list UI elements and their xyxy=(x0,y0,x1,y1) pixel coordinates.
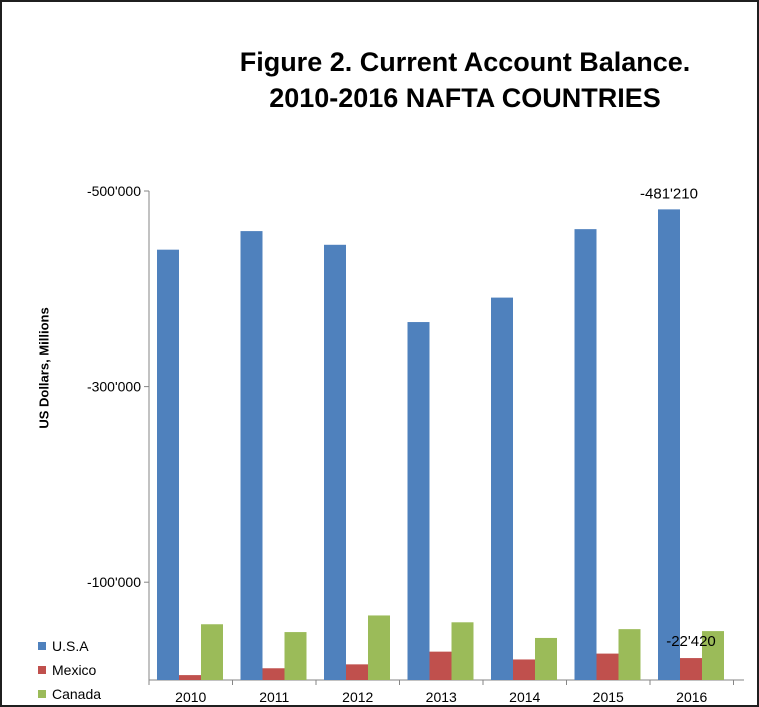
legend-item-mexico: Mexico xyxy=(38,658,101,682)
x-tick-label: 2014 xyxy=(509,689,540,705)
chart-title-line-1: Figure 2. Current Account Balance. xyxy=(239,47,691,77)
bar-mexico-2014 xyxy=(513,659,535,680)
legend-item-usa: U.S.A xyxy=(38,634,101,658)
legend-swatch-mexico xyxy=(38,666,46,674)
bar-canada-2012 xyxy=(368,615,390,680)
bar-canada-2010 xyxy=(201,624,223,680)
bar-canada-2013 xyxy=(451,622,474,680)
legend-label-mexico: Mexico xyxy=(52,662,97,678)
bar-canada-2016 xyxy=(702,631,724,680)
bar-mexico-2012 xyxy=(346,664,368,680)
bar-canada-2011 xyxy=(284,632,307,680)
legend-swatch-usa xyxy=(38,642,46,650)
y-tick-label: -500'000 xyxy=(87,183,141,199)
chart-title: Figure 2. Current Account Balance. 2010-… xyxy=(230,44,700,116)
bar-mexico-2015 xyxy=(596,653,619,680)
y-tick-label: -100'000 xyxy=(87,574,141,590)
x-tick-label: 2016 xyxy=(676,689,707,705)
bar-u-s-a-2011 xyxy=(240,231,263,680)
x-tick-label: 2013 xyxy=(426,689,457,705)
bar-canada-2014 xyxy=(535,637,557,680)
bar-u-s-a-2013 xyxy=(407,322,430,680)
data-label: -22'420 xyxy=(666,633,716,650)
bar-mexico-2013 xyxy=(429,651,452,680)
bar-mexico-2011 xyxy=(262,668,285,680)
chart-title-line-2: 2010-2016 NAFTA COUNTRIES xyxy=(269,83,661,113)
y-tick-label: -300'000 xyxy=(87,379,141,395)
bar-u-s-a-2014 xyxy=(491,297,513,680)
bar-u-s-a-2016 xyxy=(658,209,680,680)
x-tick-label: 2010 xyxy=(175,689,206,705)
bar-mexico-2010 xyxy=(179,675,201,680)
bar-u-s-a-2015 xyxy=(574,229,597,680)
x-tick-label: 2011 xyxy=(259,689,289,705)
bar-u-s-a-2012 xyxy=(324,244,346,681)
legend-item-canada: Canada xyxy=(38,682,101,706)
data-label: -481'210 xyxy=(640,185,698,202)
x-tick-label: 2012 xyxy=(342,689,373,705)
legend-label-usa: U.S.A xyxy=(52,638,89,654)
bar-canada-2015 xyxy=(618,629,641,680)
x-tick-label: 2015 xyxy=(593,689,624,705)
bar-mexico-2016 xyxy=(680,658,702,680)
bar-u-s-a-2010 xyxy=(157,249,179,680)
legend: U.S.A Mexico Canada xyxy=(38,634,101,706)
legend-swatch-canada xyxy=(38,690,46,698)
legend-label-canada: Canada xyxy=(52,686,102,702)
